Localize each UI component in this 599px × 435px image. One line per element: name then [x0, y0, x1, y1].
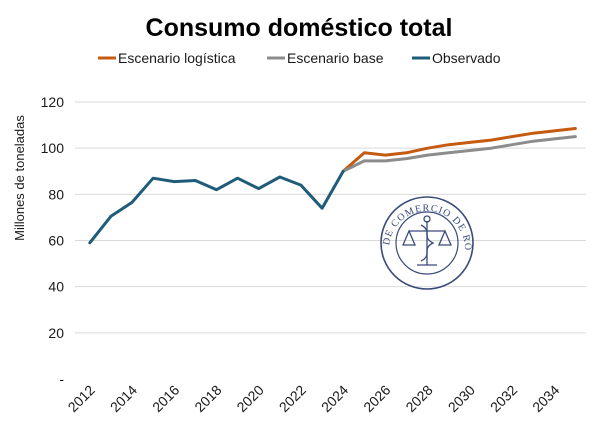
seal-inner-ring	[395, 211, 459, 275]
x-tick-label: 2016	[149, 382, 182, 415]
legend: Escenario logística Escenario base Observa…	[98, 50, 501, 66]
x-tick-label: 2012	[65, 382, 98, 415]
x-axis: 2012 2014 2016 2018 2020 2022 2024 2026 2028 2030…	[65, 382, 563, 415]
series-line-escenario-base	[341, 135, 577, 173]
x-tick-label: 2014	[107, 382, 140, 415]
series-line-observado	[88, 169, 345, 245]
legend-label: Escenario base	[287, 50, 384, 66]
watermark-seal: BOLSA DE COMERCIO DE ROSARIO	[380, 196, 474, 290]
y-tick-label: 20	[48, 325, 64, 341]
x-tick-label: 2030	[445, 382, 478, 415]
y-tick-label: 100	[41, 140, 65, 156]
series-lines	[88, 127, 577, 245]
x-tick-label: 2034	[529, 382, 562, 415]
series-line-escenario-log-stica	[341, 127, 577, 173]
x-tick-label: 2020	[233, 382, 266, 415]
scales-of-justice-icon	[402, 215, 452, 266]
y-tick-label: -	[59, 371, 64, 387]
x-tick-label: 2018	[191, 382, 224, 415]
x-tick-label: 2022	[276, 382, 309, 415]
y-tick-label: 40	[48, 279, 64, 295]
y-tick-label: 60	[48, 233, 64, 249]
x-tick-label: 2026	[360, 382, 393, 415]
y-tick-label: 120	[41, 94, 65, 110]
y-axis: - 20 40 60 80 100 120	[41, 94, 65, 387]
legend-label: Escenario logística	[118, 50, 236, 66]
x-tick-label: 2024	[318, 382, 351, 415]
x-tick-label: 2028	[402, 382, 435, 415]
y-axis-title: Millones de toneladas	[12, 115, 27, 241]
seal-outer-ring	[380, 196, 474, 290]
x-tick-label: 2032	[487, 382, 520, 415]
y-tick-label: 80	[48, 186, 64, 202]
chart-title: Consumo doméstico total	[146, 14, 453, 42]
legend-label: Observado	[432, 50, 501, 66]
